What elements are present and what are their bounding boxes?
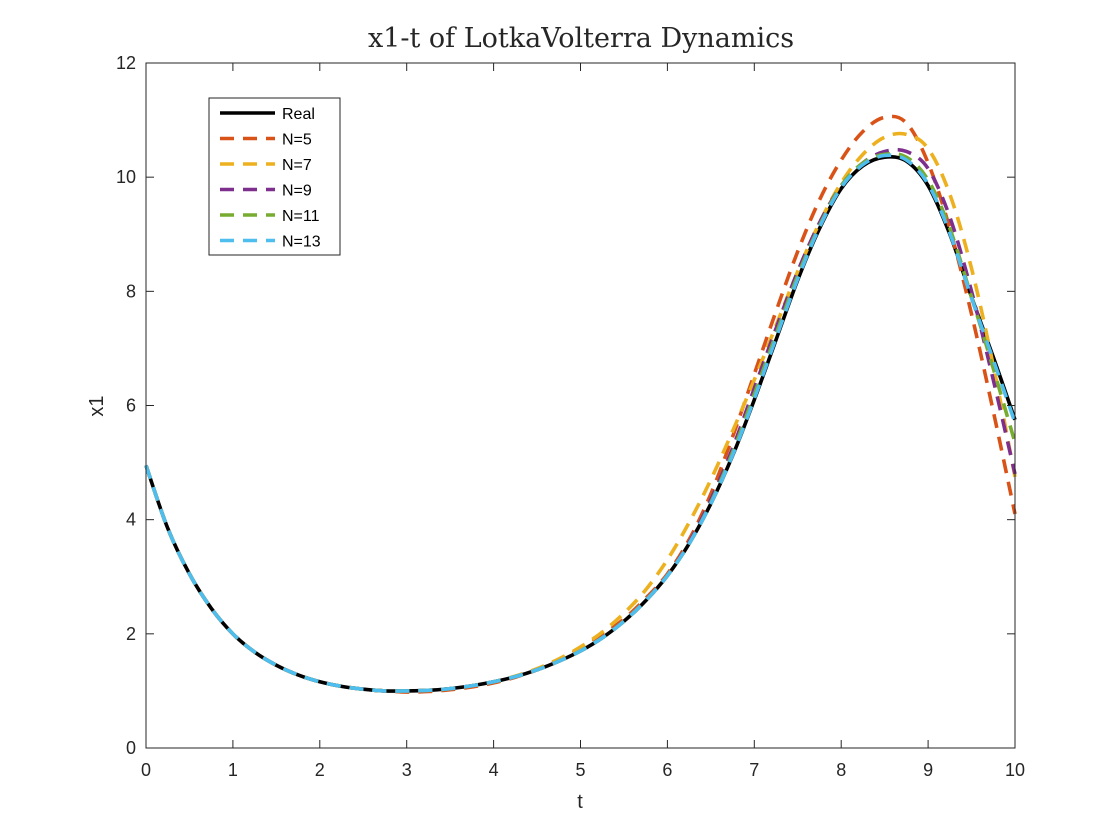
x-tick-label: 3	[402, 760, 412, 780]
legend: Real N=5 N=7 N=9 N=11 N=13	[208, 97, 341, 256]
legend-label: Real	[282, 106, 315, 123]
x-tick-label: 10	[1005, 760, 1025, 780]
y-tick-label: 0	[126, 738, 136, 758]
x-tick-label: 1	[228, 760, 238, 780]
x-tick-label: 2	[315, 760, 325, 780]
legend-label: N=13	[282, 234, 321, 251]
legend-box	[208, 97, 341, 256]
y-tick-label: 8	[126, 281, 136, 301]
series-layer	[144, 114, 1017, 694]
x-tick-label: 8	[836, 760, 846, 780]
legend-label: N=7	[282, 157, 312, 174]
x-tick-label: 5	[575, 760, 585, 780]
chart-title: x1-t of LotkaVolterra Dynamics	[368, 23, 794, 54]
y-tick-label: 12	[116, 53, 136, 73]
legend-items: Real N=5 N=7 N=9 N=11 N=13	[220, 106, 321, 251]
x-tick-label: 9	[923, 760, 933, 780]
legend-label: N=11	[282, 208, 320, 225]
legend-label: N=9	[282, 183, 312, 200]
y-tick-label: 6	[126, 396, 136, 416]
y-tick-label: 2	[126, 624, 136, 644]
series-line-n-13	[144, 153, 1017, 693]
x-axis-label: t	[577, 791, 583, 813]
x-tick-label: 4	[489, 760, 499, 780]
y-tick-label: 10	[116, 167, 136, 187]
x-tick-label: 7	[749, 760, 759, 780]
legend-label: N=5	[282, 132, 312, 149]
x-tick-label: 6	[662, 760, 672, 780]
y-tick-label: 4	[126, 510, 136, 530]
y-axis-label: x1	[86, 395, 108, 416]
x-tick-label: 0	[141, 760, 151, 780]
